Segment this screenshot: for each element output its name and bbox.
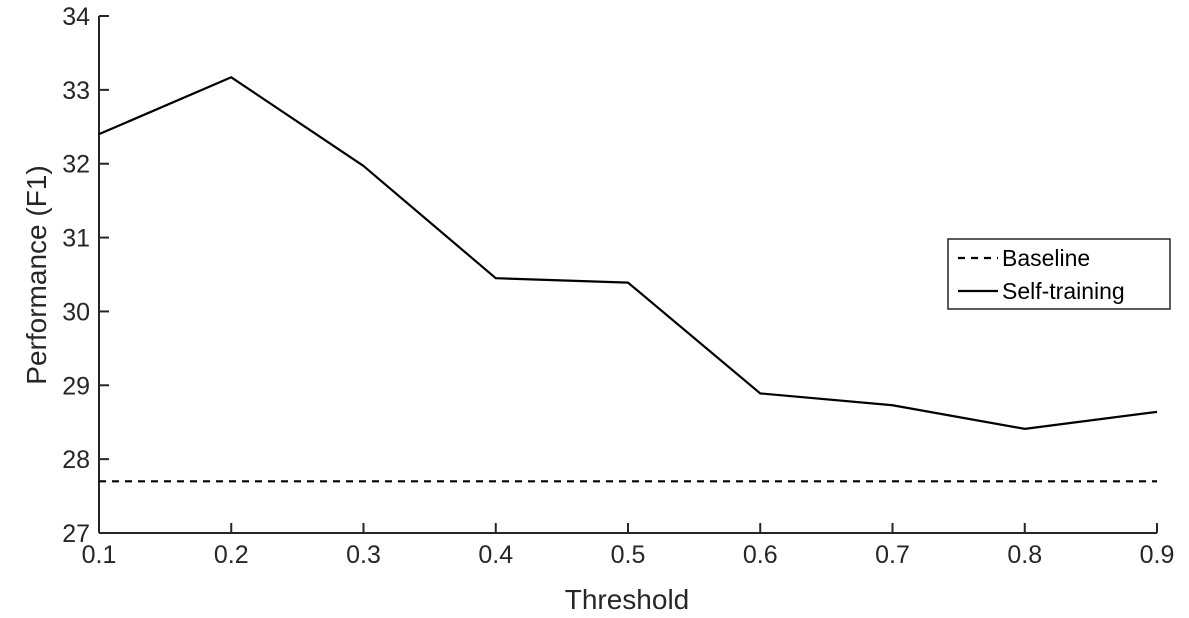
y-tick-label: 30: [62, 298, 90, 326]
legend-label-baseline: Baseline: [1002, 245, 1090, 271]
y-tick-label: 28: [62, 446, 90, 474]
x-tick-label: 0.2: [214, 541, 249, 569]
y-tick-label: 33: [62, 77, 90, 105]
y-tick-label: 34: [62, 3, 90, 31]
x-tick-label: 0.7: [875, 541, 910, 569]
legend: Baseline Self-training: [947, 238, 1171, 310]
y-tick-label: 27: [62, 520, 90, 548]
x-tick-label: 0.1: [82, 541, 117, 569]
legend-label-self-training: Self-training: [1002, 278, 1125, 304]
y-tick-label: 31: [62, 225, 90, 253]
x-tick-label: 0.8: [1007, 541, 1042, 569]
y-tick-label: 32: [62, 151, 90, 179]
x-tick-label: 0.4: [478, 541, 513, 569]
y-tick-label: 29: [62, 372, 90, 400]
x-tick-label: 0.3: [346, 541, 381, 569]
legend-box: [947, 238, 1171, 310]
x-tick-label: 0.6: [743, 541, 778, 569]
series-lines: [98, 76, 1158, 483]
series-line-self-training: [98, 76, 1158, 430]
x-axis-title: Threshold: [565, 584, 690, 615]
y-axis-title: Performance (F1): [21, 165, 52, 384]
x-tick-label: 0.9: [1140, 541, 1175, 569]
x-tick-label: 0.5: [611, 541, 646, 569]
axes: 0.1 0.2 0.3 0.4 0.5 0.6 0.7 0.8 0.9 27 28 29 30 31 32 3…: [62, 3, 1174, 569]
